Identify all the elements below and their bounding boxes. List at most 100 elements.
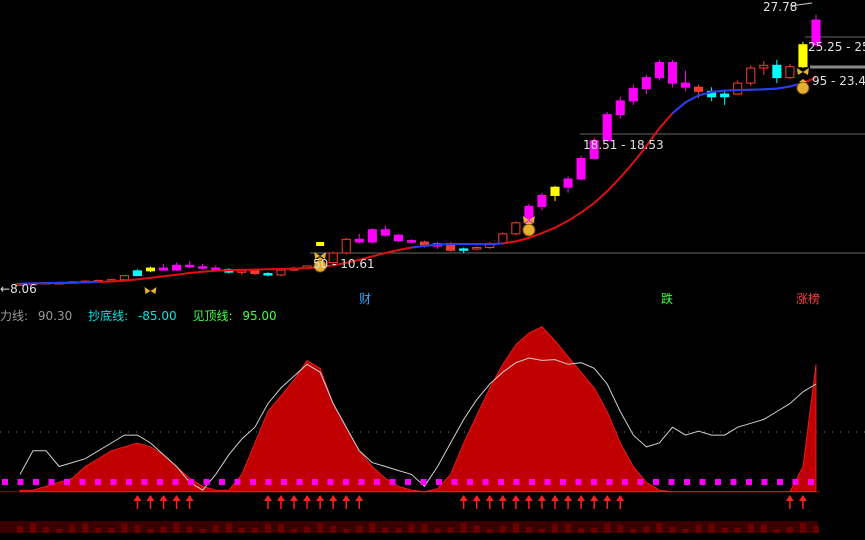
candle <box>628 84 638 106</box>
volume-bar <box>591 527 598 533</box>
candle <box>720 91 730 106</box>
ma-line-blue-segment <box>671 82 804 114</box>
candle <box>172 262 182 271</box>
candle-body <box>472 247 482 250</box>
volume-bar <box>773 528 780 533</box>
candle-body <box>667 62 678 84</box>
candle <box>654 59 664 81</box>
volume-bar <box>291 528 298 533</box>
up-arrow-icon <box>577 495 586 509</box>
volume-bar <box>460 523 467 533</box>
candle-body <box>406 240 417 243</box>
osc-level-square <box>498 479 504 485</box>
candle-body <box>211 267 221 271</box>
legend-line2-label: 抄底线: <box>88 309 129 323</box>
volume-bar <box>408 523 415 533</box>
price-left-label: ←8.06 <box>0 282 37 296</box>
candle <box>145 266 156 273</box>
osc-level-square <box>110 479 117 485</box>
osc-level-square <box>95 479 101 485</box>
osc-level-square <box>405 479 411 485</box>
osc-level-square <box>544 479 551 485</box>
candle <box>328 251 338 264</box>
money-bag-icon <box>796 79 810 95</box>
osc-level-square <box>529 479 535 485</box>
volume-bar <box>434 528 441 533</box>
candle-body <box>263 273 273 276</box>
money-bag-icon <box>313 257 327 273</box>
osc-level-square <box>451 479 458 485</box>
signal-tag-zhangbang: 涨榜 <box>796 292 821 306</box>
money-bag-icon <box>522 221 536 237</box>
candle-body <box>563 178 573 188</box>
candle-body <box>798 44 808 68</box>
up-arrow-icon <box>342 495 351 509</box>
candle-body <box>641 77 651 90</box>
volume-bar <box>251 528 258 533</box>
candle-body <box>185 264 195 268</box>
candle-body <box>576 157 586 180</box>
candle-body <box>198 266 208 269</box>
candle-body <box>158 267 169 271</box>
volume-bar <box>578 528 585 533</box>
up-arrow-icon <box>263 495 272 509</box>
volume-bar <box>317 523 324 533</box>
candle <box>550 185 560 201</box>
volume-bar <box>356 525 363 533</box>
osc-level-square <box>777 479 783 485</box>
volume-bar <box>212 524 219 533</box>
osc-level-square <box>436 479 442 485</box>
osc-level-square <box>482 479 489 485</box>
volume-bar <box>264 523 271 533</box>
volume-bar <box>304 526 311 533</box>
osc-level-square <box>126 479 132 485</box>
price-left-value: 8.06 <box>10 282 37 296</box>
volume-bar <box>656 523 663 533</box>
candle <box>680 70 691 92</box>
up-arrow-icon <box>172 495 181 509</box>
candle-body <box>341 238 351 254</box>
osc-level-square <box>715 479 721 485</box>
osc-level-square <box>653 479 659 485</box>
signal-tag-die: 跌 <box>661 292 674 306</box>
osc-level-square <box>33 479 39 485</box>
volume-bar <box>382 527 389 533</box>
osc-level-square <box>234 479 241 485</box>
osc-level-square <box>64 479 70 485</box>
volume-bar <box>147 528 154 533</box>
candle-body <box>380 229 390 236</box>
volume-bar <box>734 528 741 533</box>
volume-bar <box>708 523 715 533</box>
volume-bar <box>108 527 115 533</box>
price-mid-label: 18.51 - 18.53 <box>583 138 664 152</box>
candle <box>563 176 573 193</box>
up-arrow-icon <box>551 495 560 509</box>
osc-level-square <box>172 479 179 485</box>
legend-line1-label: 力线: <box>0 309 29 323</box>
candle <box>537 192 547 211</box>
volume-bar <box>695 524 702 533</box>
volume-bar <box>813 526 819 533</box>
osc-level-square <box>761 479 768 485</box>
candle-body <box>785 66 795 79</box>
volume-bar <box>160 526 167 533</box>
candle <box>354 233 364 244</box>
candle <box>772 59 782 84</box>
osc-level-square <box>389 479 396 485</box>
volume-bar <box>56 528 63 533</box>
ma-line-blue-segment <box>411 242 503 249</box>
up-arrow-icon <box>590 495 599 509</box>
candle <box>393 233 403 243</box>
candle-body <box>459 248 469 251</box>
volume-bar <box>682 528 689 533</box>
up-arrow-icon <box>159 495 168 509</box>
up-arrow-icon <box>146 495 155 509</box>
up-arrow-icon <box>485 495 494 509</box>
volume-bar <box>95 528 102 533</box>
candle-body <box>615 100 625 116</box>
up-arrow-icon <box>276 495 285 509</box>
candle-body <box>145 267 156 272</box>
volume-bar <box>238 527 245 533</box>
candle-body <box>328 252 338 264</box>
legend-line1-value: 90.30 <box>37 309 73 323</box>
